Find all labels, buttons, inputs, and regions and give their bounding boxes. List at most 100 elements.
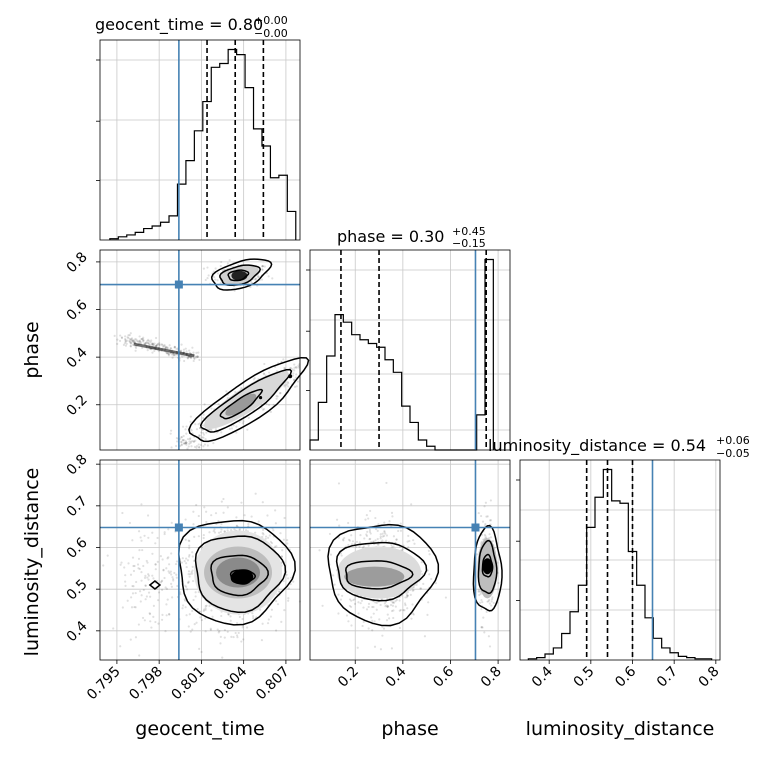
scatter-point xyxy=(219,264,222,268)
scatter-point xyxy=(195,444,199,448)
scatter-point xyxy=(188,440,191,443)
scatter-point xyxy=(128,337,131,341)
scatter-point xyxy=(350,543,354,546)
scatter-point xyxy=(235,516,238,519)
scatter-point xyxy=(191,569,194,572)
scatter-point xyxy=(267,275,270,278)
scatter-point xyxy=(226,529,229,532)
scatter-point xyxy=(173,571,176,575)
scatter-point xyxy=(490,598,494,601)
scatter-point xyxy=(276,395,279,398)
scatter-point xyxy=(167,352,170,356)
scatter-point xyxy=(138,567,141,571)
scatter-point xyxy=(368,530,372,533)
scatter-point xyxy=(338,524,341,527)
scatter-point xyxy=(282,538,285,541)
scatter-point xyxy=(406,540,409,543)
scatter-point xyxy=(143,619,146,622)
scatter-point xyxy=(242,420,245,423)
scatter-point xyxy=(277,590,281,593)
scatter-point xyxy=(366,530,369,533)
scatter-point xyxy=(267,536,270,539)
scatter-point xyxy=(184,606,187,609)
scatter-point xyxy=(386,613,389,616)
scatter-point xyxy=(204,605,207,608)
scatter-point xyxy=(254,277,257,281)
scatter-point xyxy=(275,599,278,603)
scatter-point xyxy=(169,432,172,435)
scatter-point xyxy=(127,334,130,337)
scatter-point xyxy=(358,541,361,544)
scatter-point xyxy=(205,604,208,607)
scatter-point xyxy=(165,614,168,617)
scatter-point xyxy=(134,346,138,350)
scatter-point xyxy=(172,579,175,582)
scatter-point xyxy=(168,344,171,347)
scatter-point xyxy=(404,596,407,599)
scatter-point xyxy=(413,542,416,545)
scatter-point xyxy=(345,614,349,617)
histogram-luminosity-distance xyxy=(516,460,713,660)
scatter-point xyxy=(207,274,210,277)
scatter-point xyxy=(184,347,187,350)
scatter-point xyxy=(203,506,206,509)
scatter-point xyxy=(321,604,324,607)
scatter-point xyxy=(185,585,188,588)
scatter-point xyxy=(251,612,254,615)
panel-distance-vs-phase xyxy=(309,459,511,661)
scatter-point xyxy=(144,584,147,587)
scatter-point xyxy=(371,605,374,609)
scatter-point xyxy=(213,276,216,279)
scatter-point xyxy=(365,608,369,611)
scatter-point xyxy=(486,600,489,603)
scatter-point xyxy=(241,626,244,629)
scatter-point xyxy=(388,520,391,523)
scatter-point xyxy=(268,534,271,537)
scatter-point xyxy=(156,342,160,346)
scatter-point xyxy=(283,367,287,370)
scatter-point xyxy=(377,523,380,526)
scatter-point xyxy=(196,355,199,358)
scatter-point xyxy=(403,602,407,605)
scatter-point xyxy=(383,531,386,534)
scatter-point xyxy=(154,563,157,566)
scatter-point xyxy=(176,584,179,588)
scatter-point xyxy=(375,608,378,611)
scatter-point xyxy=(202,413,205,416)
scatter-point xyxy=(491,539,495,543)
scatter-point xyxy=(143,576,147,579)
scatter-point xyxy=(195,446,198,449)
scatter-point xyxy=(385,539,388,542)
scatter-point xyxy=(208,531,211,534)
scatter-point xyxy=(405,596,409,599)
scatter-point xyxy=(140,503,143,506)
scatter-point xyxy=(485,610,488,614)
scatter-point xyxy=(372,540,375,543)
grid-lines xyxy=(520,460,720,660)
scatter-point xyxy=(392,616,395,620)
scatter-point xyxy=(204,607,207,610)
scatter-point xyxy=(131,592,135,595)
scatter-point xyxy=(392,601,396,604)
scatter-point xyxy=(348,539,352,542)
scatter-point xyxy=(293,378,296,381)
scatter-point xyxy=(195,351,198,354)
scatter-point xyxy=(131,584,134,588)
contours xyxy=(327,523,503,627)
x-tick-label: 0.798 xyxy=(126,664,166,704)
scatter-point xyxy=(124,580,127,583)
scatter-point xyxy=(188,547,191,550)
scatter-point xyxy=(252,617,255,620)
scatter-point xyxy=(266,622,270,625)
scatter-point xyxy=(185,562,188,565)
scatter-point xyxy=(133,339,136,342)
scatter-point xyxy=(350,534,353,537)
scatter-point xyxy=(219,635,222,638)
scatter-point xyxy=(166,346,169,349)
scatter-point xyxy=(214,278,217,281)
scatter-point xyxy=(151,342,154,346)
scatter-point xyxy=(142,339,145,342)
scatter-point xyxy=(399,608,402,612)
scatter-point xyxy=(151,342,154,346)
scatter-point xyxy=(279,532,282,535)
